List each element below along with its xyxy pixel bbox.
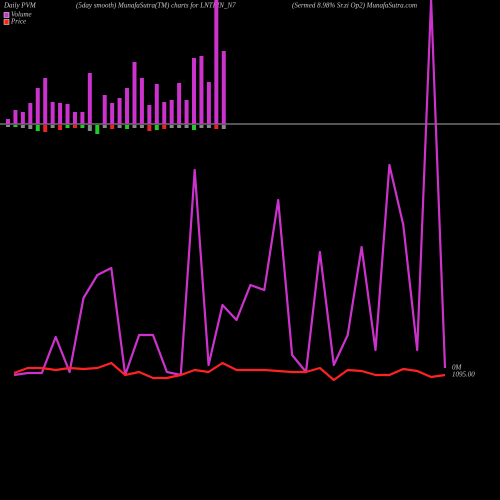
volume-bar [154,84,159,124]
volume-bar [132,62,137,124]
volume-bar [117,98,122,124]
volume-bar [87,73,92,124]
change-bar [221,125,226,129]
change-bar [72,125,77,128]
volume-bar [147,105,152,124]
change-bar [125,125,130,129]
volume-bar [6,119,10,124]
legend-label: Price [10,18,26,26]
series-line [13,361,446,382]
change-bar [28,125,33,129]
legend-label: Volume [11,11,32,19]
change-bar [110,125,115,129]
change-bar [6,125,10,127]
change-bar [154,125,159,130]
header-center: (5day smooth) MunafaSutra(TM) charts for… [76,2,236,10]
end-label: 1095.00 [452,371,475,379]
change-bar [50,125,55,128]
change-bar [206,125,211,128]
series-line [13,0,447,377]
volume-bar [65,104,70,124]
change-bar [65,125,70,128]
legend-swatch [3,19,10,25]
change-bar [43,125,48,132]
change-bar [199,125,204,128]
volume-bar [221,51,226,124]
volume-bar [177,83,182,124]
volume-bar [199,56,204,124]
volume-bar [206,82,211,124]
volume-bar [28,103,33,124]
volume-bar [184,100,189,124]
change-bar [102,125,107,128]
change-bar [192,125,196,130]
header-left: Daily PVM [3,2,37,10]
volume-bar [58,103,63,124]
volume-bar [80,112,85,124]
volume-bar [102,95,107,124]
change-bar [162,125,167,129]
end-label: 0M [452,364,463,372]
change-bar [139,125,144,128]
change-bar [184,125,189,128]
change-bar [177,125,182,128]
volume-bar [214,0,219,124]
volume-bar [192,58,196,124]
volume-bar [43,78,48,124]
volume-bar [139,78,144,124]
change-bar [35,125,40,131]
change-bar [58,125,63,130]
volume-bar [169,100,174,124]
volume-bar [72,112,77,124]
volume-bar [20,112,25,124]
change-bar [80,125,85,128]
change-bar [87,125,92,131]
volume-bar [162,102,167,124]
legend-swatch [3,12,10,18]
change-bar [95,125,100,134]
change-bar [20,125,25,128]
change-bar [214,125,219,129]
change-bar [13,125,18,127]
change-bar [132,125,137,128]
volume-bar [125,88,130,124]
volume-bar [13,110,18,124]
volume-bar [35,88,40,124]
change-bar [117,125,122,128]
change-bar [169,125,174,128]
volume-bar [50,102,55,124]
header-right: (Sermed 8.98% Sr.zi Op2) MunafaSutra.com [292,2,417,10]
change-bar [147,125,152,131]
volume-bar [110,103,115,124]
